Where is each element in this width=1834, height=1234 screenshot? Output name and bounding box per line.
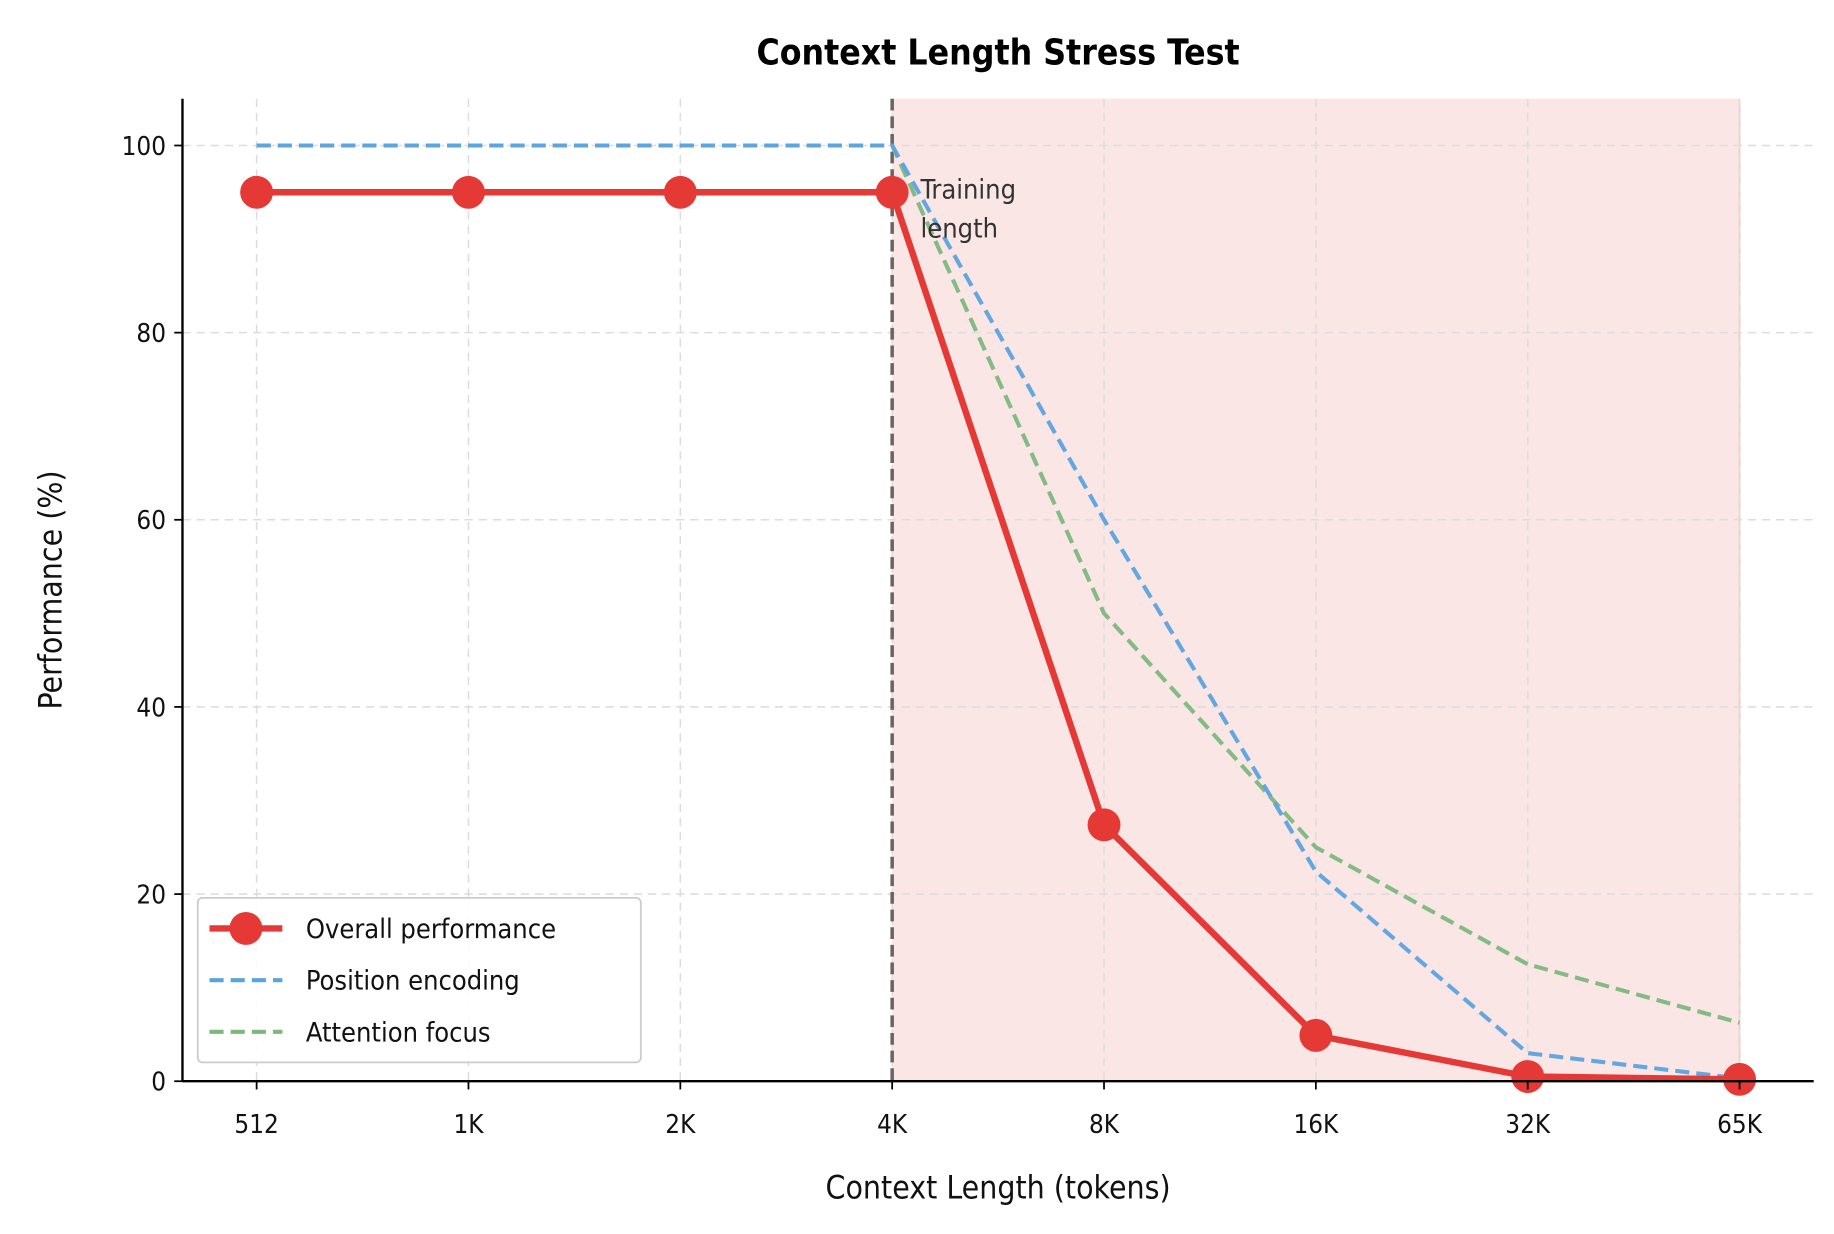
data-point bbox=[1299, 1018, 1333, 1052]
data-point bbox=[452, 175, 485, 209]
y-tick-label: 40 bbox=[136, 693, 166, 723]
data-point bbox=[1087, 808, 1121, 842]
y-tick-label: 100 bbox=[122, 132, 166, 162]
chart-title: Context Length Stress Test bbox=[756, 33, 1239, 74]
x-tick-label: 65K bbox=[1717, 1110, 1763, 1140]
legend: Overall performance Position encoding Atte… bbox=[196, 897, 642, 1064]
x-tick-label: 2K bbox=[665, 1110, 696, 1140]
x-tick-label: 512 bbox=[234, 1110, 278, 1140]
annotation-line-1: Training bbox=[920, 175, 1017, 206]
annotation-training-length: Training length bbox=[920, 175, 1024, 245]
y-axis-label: Performance (%) bbox=[33, 470, 69, 709]
y-tick-label: 20 bbox=[136, 880, 166, 910]
data-point bbox=[1723, 1062, 1757, 1096]
legend-label: Attention focus bbox=[306, 1017, 491, 1048]
series-line-attention-focus bbox=[256, 143, 1741, 1025]
x-tick-label: 4K bbox=[877, 1110, 908, 1140]
data-point bbox=[240, 175, 274, 209]
y-tick-label: 0 bbox=[151, 1068, 166, 1098]
x-tick-label: 16K bbox=[1293, 1110, 1339, 1140]
y-tick-label: 60 bbox=[136, 506, 166, 536]
legend-label: Overall performance bbox=[306, 914, 556, 945]
x-tick-label: 1K bbox=[453, 1110, 484, 1140]
x-tick-label: 8K bbox=[1089, 1110, 1120, 1140]
data-point bbox=[663, 175, 697, 209]
x-tick-label: 32K bbox=[1505, 1110, 1551, 1140]
annotation-line-2: length bbox=[921, 213, 999, 244]
legend-box bbox=[196, 897, 642, 1064]
legend-marker bbox=[229, 911, 263, 945]
legend-label: Position encoding bbox=[306, 966, 520, 997]
series-line-position-encoding bbox=[256, 143, 1740, 1081]
x-axis-label: Context Length (tokens) bbox=[826, 1171, 1171, 1207]
data-point bbox=[875, 175, 909, 209]
series-line-overall-performance bbox=[256, 189, 1740, 1083]
y-tick-label: 80 bbox=[136, 319, 166, 349]
data-point bbox=[1511, 1060, 1545, 1093]
